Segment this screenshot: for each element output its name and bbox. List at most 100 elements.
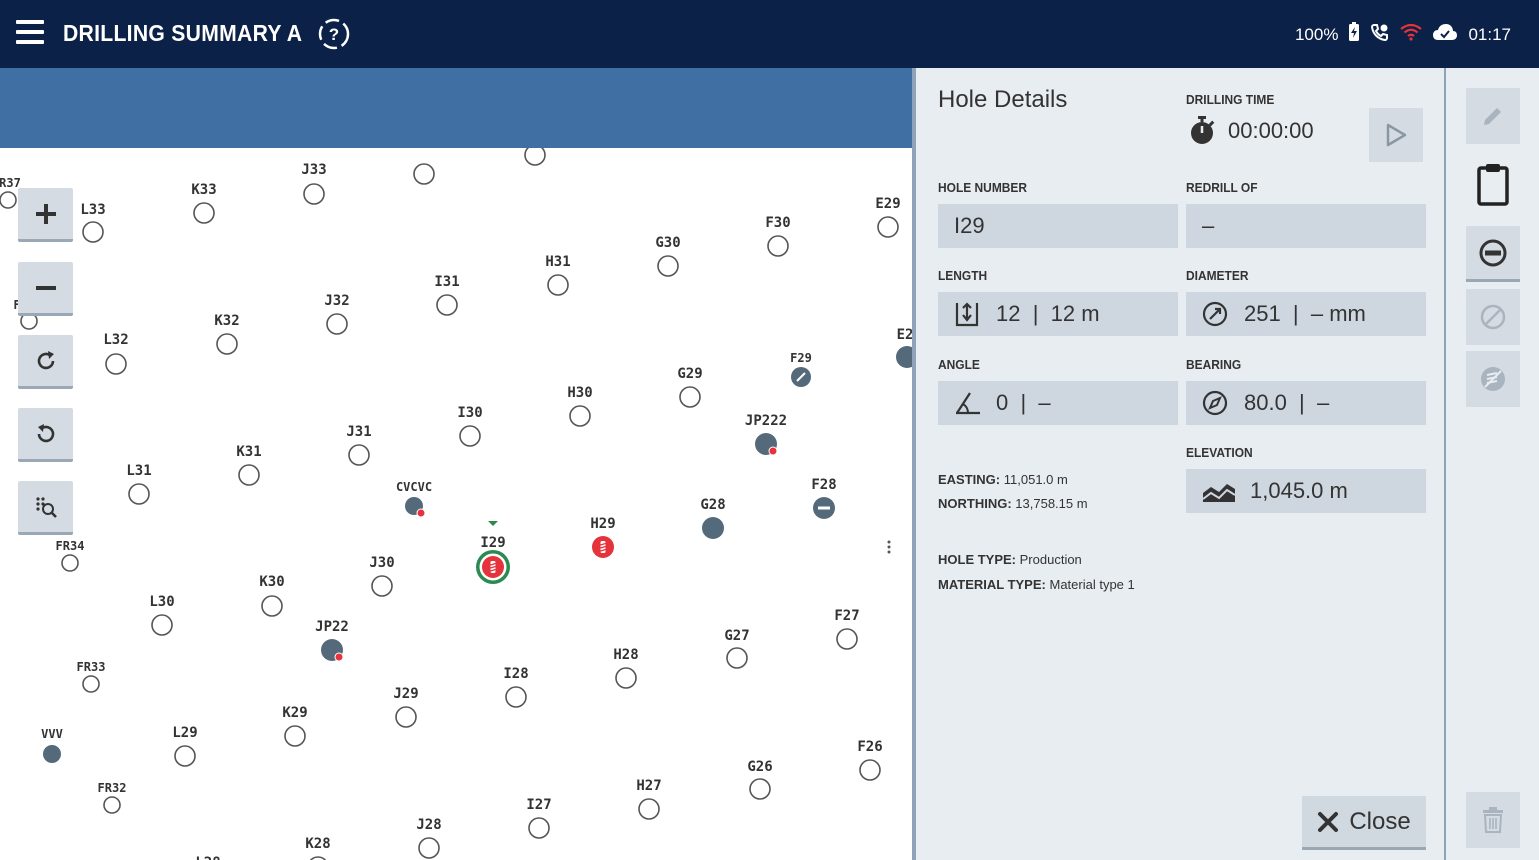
hole-marker[interactable] (151, 614, 173, 636)
drill-hole-e29[interactable]: E29 (875, 196, 901, 238)
hole-marker[interactable] (216, 333, 238, 355)
drill-hole-f29[interactable]: F29 (790, 351, 812, 387)
close-button[interactable]: Close (1302, 796, 1426, 850)
drill-hole-fr33[interactable]: FR33 (77, 660, 106, 693)
drill-hole-f28[interactable]: F28 (811, 477, 837, 519)
angle-field[interactable]: 0 | – (938, 381, 1178, 425)
drill-hole-f26[interactable]: F26 (857, 739, 883, 781)
drill-hole-k30[interactable]: K30 (259, 574, 285, 617)
hole-marker[interactable] (413, 163, 435, 185)
drill-hole-g27[interactable]: G27 (724, 628, 750, 669)
drill-hole-j29[interactable]: J29 (393, 686, 419, 728)
drill-hole-k29[interactable]: K29 (282, 705, 308, 747)
hole-marker[interactable] (726, 647, 748, 669)
hole-number-field[interactable]: I29 (938, 204, 1178, 248)
drill-hole-l31[interactable]: L31 (126, 463, 152, 505)
hole-marker[interactable] (436, 294, 458, 316)
drill-hole-h28[interactable]: H28 (613, 647, 639, 689)
drill-hole-k31[interactable]: K31 (236, 444, 262, 486)
drill-hole-g30[interactable]: G30 (655, 235, 681, 277)
drill-map[interactable]: R37 L33 K33 J33 E29 F30 G30 H31 I31 J32 K32 L32 F F29… (0, 148, 912, 860)
drill-hole-h31[interactable]: H31 (545, 254, 571, 296)
hole-marker[interactable] (749, 778, 771, 800)
hole-marker[interactable] (105, 353, 127, 375)
zoom-out-button[interactable] (18, 262, 73, 316)
drill-hole-i27[interactable]: I27 (526, 797, 552, 839)
drill-hole-unlabeled-5[interactable] (524, 148, 546, 166)
hole-marker[interactable] (524, 148, 546, 166)
drill-hole-f30[interactable]: F30 (765, 215, 791, 257)
hole-marker[interactable] (767, 235, 789, 257)
hole-marker[interactable] (261, 595, 283, 617)
zoom-fit-button[interactable] (18, 481, 73, 535)
hole-marker[interactable] (418, 837, 440, 859)
hole-marker[interactable] (528, 817, 550, 839)
hole-marker[interactable] (679, 386, 701, 408)
hole-marker[interactable] (308, 856, 328, 860)
drill-hole-i31[interactable]: I31 (434, 274, 460, 316)
hole-marker[interactable] (859, 759, 881, 781)
drill-hole-g28[interactable]: G28 (700, 497, 726, 539)
hole-marker[interactable] (657, 255, 679, 277)
hole-marker[interactable] (371, 575, 393, 597)
menu-icon[interactable] (16, 20, 44, 44)
drill-hole-jp22[interactable]: JP22 (315, 619, 349, 662)
hole-marker[interactable] (547, 274, 569, 296)
drill-hole-j33[interactable]: J33 (301, 162, 327, 205)
disable-hole-button[interactable] (1466, 226, 1520, 282)
drill-hole-g26[interactable]: G26 (747, 759, 773, 800)
drill-hole-j28[interactable]: J28 (416, 817, 442, 859)
diameter-field[interactable]: 251 | – mm (1186, 292, 1426, 336)
drag-handle-icon[interactable] (886, 540, 892, 554)
drill-hole-j30[interactable]: J30 (369, 555, 395, 597)
drill-hole-j32[interactable]: J32 (324, 293, 350, 335)
hole-marker[interactable] (505, 686, 527, 708)
drill-hole-h27[interactable]: H27 (636, 778, 662, 820)
length-field[interactable]: 12 | 12 m (938, 292, 1178, 336)
hole-marker[interactable] (43, 745, 61, 763)
drill-hole-f27[interactable]: F27 (834, 608, 860, 650)
hole-marker[interactable] (877, 216, 899, 238)
hole-marker[interactable] (128, 483, 150, 505)
drill-map-canvas[interactable]: R37 L33 K33 J33 E29 F30 G30 H31 I31 J32 K32 L32 F F29… (0, 148, 912, 860)
drill-hole-e2[interactable]: E2 (896, 327, 912, 368)
hole-marker[interactable] (615, 667, 637, 689)
drill-hole-k33[interactable]: K33 (191, 182, 217, 224)
drill-hole-fr32[interactable]: FR32 (98, 781, 127, 814)
hole-marker[interactable] (61, 554, 79, 572)
hole-marker[interactable] (459, 425, 481, 447)
hole-marker[interactable] (303, 183, 325, 205)
edit-button[interactable] (1466, 88, 1520, 144)
drill-hole-l33[interactable]: L33 (80, 202, 106, 243)
hole-marker[interactable] (0, 191, 17, 209)
drill-hole-jp222[interactable]: JP222 (745, 413, 787, 456)
drill-hole-fr34[interactable]: FR34 (56, 539, 85, 572)
hole-marker[interactable] (569, 405, 591, 427)
hole-marker[interactable] (326, 313, 348, 335)
drill-hole-l32[interactable]: L32 (103, 332, 129, 375)
bearing-field[interactable]: 80.0 | – (1186, 381, 1426, 425)
drill-hole-g29[interactable]: G29 (677, 366, 703, 408)
drill-hole-cvcvc[interactable]: CVCVC (396, 480, 432, 518)
hole-marker[interactable] (82, 221, 104, 243)
drill-hole-i28[interactable]: I28 (503, 666, 529, 708)
drill-hole-k32[interactable]: K32 (214, 313, 240, 355)
rotate-counterclockwise-button[interactable] (18, 408, 73, 462)
help-icon[interactable]: ? (317, 17, 351, 51)
hole-marker[interactable] (896, 346, 912, 368)
drill-hole-vvv[interactable]: VVV (41, 727, 63, 763)
drill-hole-i29[interactable]: I29 (476, 521, 510, 584)
drill-hole-l28[interactable]: L28 (195, 855, 220, 860)
hole-marker[interactable] (193, 202, 215, 224)
drill-hole-k28[interactable]: K28 (305, 836, 331, 860)
drill-hole-h30[interactable]: H30 (567, 385, 593, 427)
hole-marker[interactable] (103, 796, 121, 814)
hole-marker[interactable] (638, 798, 660, 820)
clipboard-button[interactable] (1466, 156, 1520, 212)
hole-marker[interactable] (238, 464, 260, 486)
elevation-field[interactable]: 1,045.0 m (1186, 469, 1426, 513)
drill-hole-i30[interactable]: I30 (457, 405, 483, 447)
hole-marker[interactable] (284, 725, 306, 747)
drill-hole-j31[interactable]: J31 (346, 424, 372, 466)
drill-hole-unlabeled-4[interactable] (413, 163, 435, 185)
